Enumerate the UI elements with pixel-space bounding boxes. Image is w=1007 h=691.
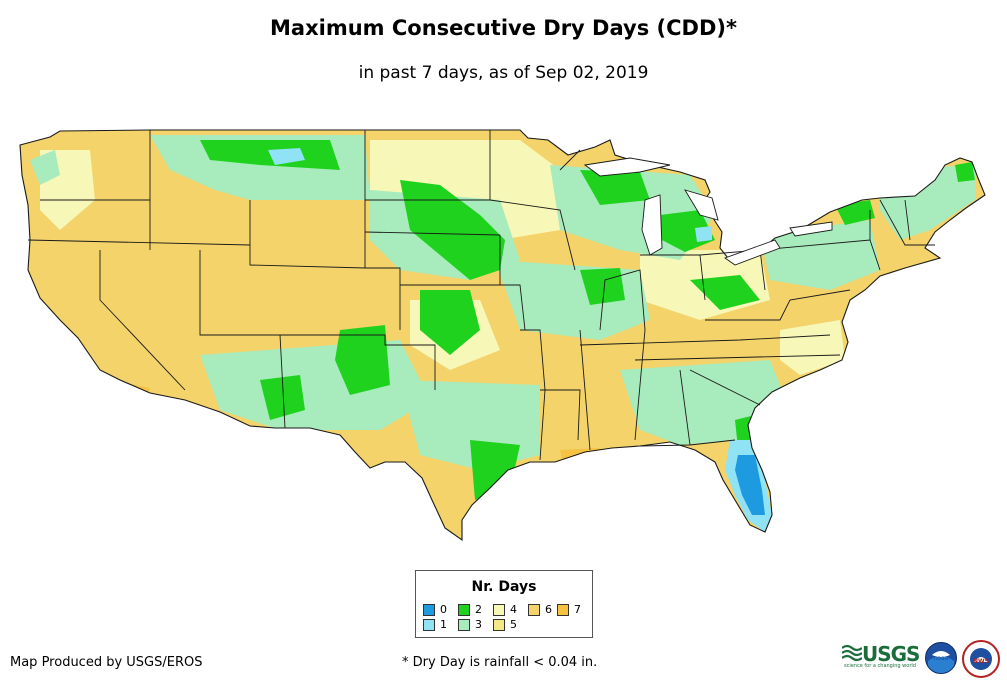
noaa-emblem-icon: noaa <box>928 651 954 673</box>
map-title: Maximum Consecutive Dry Days (CDD)* <box>270 16 737 40</box>
legend-label: 6 <box>545 603 552 616</box>
legend-swatch <box>528 603 540 616</box>
noaa-logo: noaa <box>925 642 957 674</box>
map-subtitle: in past 7 days, as of Sep 02, 2019 <box>358 63 649 83</box>
legend-swatch <box>458 618 470 631</box>
legend-item-2: 2 <box>458 603 482 616</box>
nws-label: NWS <box>973 658 989 665</box>
legend-swatch <box>423 603 435 616</box>
legend: Nr. Days 0 1 2 3 4 5 6 7 <box>415 570 593 638</box>
nws-logo: NWS <box>962 640 1000 678</box>
legend-swatch <box>423 618 435 631</box>
usgs-wordmark: USGS <box>862 642 920 666</box>
legend-label: 2 <box>475 603 482 616</box>
legend-label: 5 <box>510 618 517 631</box>
legend-label: 1 <box>440 618 447 631</box>
legend-item-4: 4 <box>493 603 517 616</box>
usgs-tagline: science for a changing world <box>844 663 916 669</box>
legend-swatch <box>557 603 569 616</box>
legend-item-1: 1 <box>423 618 447 631</box>
legend-label: 3 <box>475 618 482 631</box>
usgs-wave-icon <box>842 644 862 662</box>
legend-label: 4 <box>510 603 517 616</box>
legend-swatch <box>493 618 505 631</box>
dry-day-footnote: * Dry Day is rainfall < 0.04 in. <box>402 655 598 670</box>
legend-swatch <box>458 603 470 616</box>
legend-title: Nr. Days <box>471 579 537 595</box>
legend-label: 7 <box>574 603 581 616</box>
legend-label: 0 <box>440 603 447 616</box>
noaa-label: noaa <box>934 655 949 662</box>
legend-item-5: 5 <box>493 618 517 631</box>
legend-swatch <box>493 603 505 616</box>
map-credit: Map Produced by USGS/EROS <box>10 655 203 670</box>
usgs-logo: USGS science for a changing world <box>842 642 920 672</box>
nws-emblem-icon: NWS <box>970 648 992 670</box>
legend-item-0: 0 <box>423 603 447 616</box>
legend-item-7: 7 <box>557 603 581 616</box>
legend-item-6: 6 <box>528 603 552 616</box>
legend-item-3: 3 <box>458 618 482 631</box>
